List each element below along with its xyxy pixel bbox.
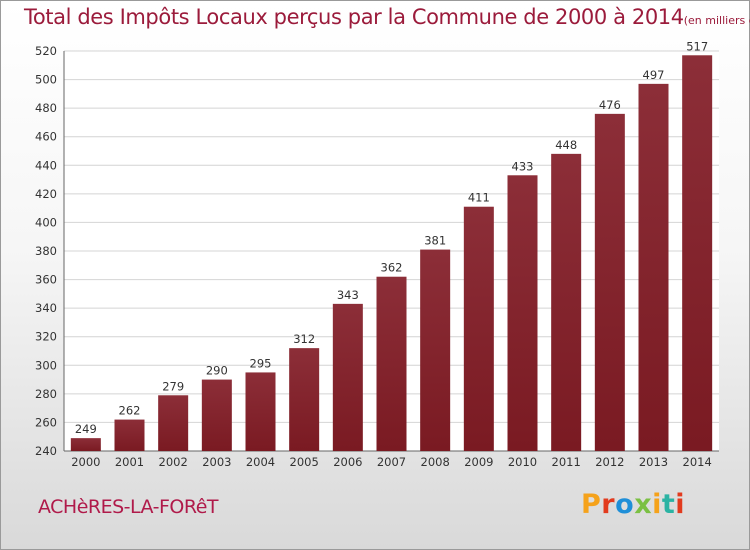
x-tick-label: 2009 bbox=[464, 455, 493, 469]
y-tick-label: 380 bbox=[35, 244, 57, 258]
data-label: 343 bbox=[337, 288, 359, 302]
bar bbox=[245, 372, 276, 451]
x-tick-label: 2003 bbox=[202, 455, 231, 469]
x-tick-label: 2006 bbox=[333, 455, 362, 469]
logo-letter: i bbox=[652, 489, 662, 520]
bar bbox=[289, 348, 320, 451]
data-label: 433 bbox=[512, 159, 534, 173]
x-tick-label: 2010 bbox=[508, 455, 537, 469]
y-tick-label: 340 bbox=[35, 301, 57, 315]
data-label: 290 bbox=[206, 364, 228, 378]
bar bbox=[70, 438, 101, 451]
data-label: 312 bbox=[293, 332, 315, 346]
x-tick-label: 2004 bbox=[246, 455, 275, 469]
x-tick-label: 2014 bbox=[683, 455, 712, 469]
logo-letter: x bbox=[634, 489, 653, 520]
data-label: 497 bbox=[643, 68, 665, 82]
y-tick-label: 300 bbox=[35, 358, 57, 372]
bar bbox=[551, 153, 582, 451]
bar bbox=[638, 83, 669, 451]
x-tick-label: 2008 bbox=[421, 455, 450, 469]
y-tick-label: 400 bbox=[35, 215, 57, 229]
chart-title: Total des Impôts Locaux perçus par la Co… bbox=[24, 5, 750, 29]
bar bbox=[507, 175, 538, 452]
logo-letter: o bbox=[615, 489, 635, 520]
y-tick-label: 360 bbox=[35, 273, 57, 287]
y-tick-label: 280 bbox=[35, 387, 57, 401]
proxiti-logo: Proxiti bbox=[581, 489, 685, 520]
data-label: 262 bbox=[119, 404, 141, 418]
x-tick-label: 2000 bbox=[71, 455, 100, 469]
y-tick-label: 520 bbox=[35, 44, 57, 58]
y-tick-label: 320 bbox=[35, 330, 57, 344]
y-tick-label: 460 bbox=[35, 130, 57, 144]
data-label: 362 bbox=[381, 261, 403, 275]
logo-letter: r bbox=[601, 489, 616, 520]
y-tick-label: 500 bbox=[35, 73, 57, 87]
bar bbox=[463, 206, 494, 451]
x-tick-label: 2013 bbox=[639, 455, 668, 469]
bar bbox=[332, 303, 363, 451]
bar bbox=[376, 276, 407, 451]
bar bbox=[594, 113, 625, 451]
logo-letter: t bbox=[661, 489, 676, 520]
data-label: 476 bbox=[599, 98, 621, 112]
x-tick-label: 2012 bbox=[595, 455, 624, 469]
x-tick-label: 2005 bbox=[290, 455, 319, 469]
y-tick-label: 440 bbox=[35, 158, 57, 172]
data-label: 411 bbox=[468, 191, 490, 205]
x-tick-label: 2002 bbox=[159, 455, 188, 469]
chart-subtitle: (en milliers d'€) bbox=[683, 14, 750, 27]
logo-letter: i bbox=[675, 489, 686, 520]
x-tick-label: 2001 bbox=[115, 455, 144, 469]
bar bbox=[201, 379, 232, 451]
data-label: 381 bbox=[424, 234, 446, 248]
y-tick-label: 420 bbox=[35, 187, 57, 201]
x-tick-label: 2007 bbox=[377, 455, 406, 469]
data-label: 517 bbox=[686, 39, 708, 53]
bar bbox=[158, 395, 189, 451]
commune-name: ACHèRES-LA-FORêT bbox=[38, 496, 219, 518]
y-tick-label: 260 bbox=[35, 415, 57, 429]
data-label: 295 bbox=[250, 356, 272, 370]
logo-letter: P bbox=[581, 489, 602, 520]
data-label: 249 bbox=[75, 422, 97, 436]
y-tick-label: 240 bbox=[35, 444, 57, 458]
bar bbox=[114, 419, 145, 451]
y-tick-label: 480 bbox=[35, 101, 57, 115]
bar bbox=[682, 55, 713, 452]
bar bbox=[420, 249, 451, 451]
data-label: 279 bbox=[162, 379, 184, 393]
chart-title-text: Total des Impôts Locaux perçus par la Co… bbox=[24, 5, 684, 29]
x-tick-label: 2011 bbox=[552, 455, 581, 469]
data-label: 448 bbox=[555, 138, 577, 152]
